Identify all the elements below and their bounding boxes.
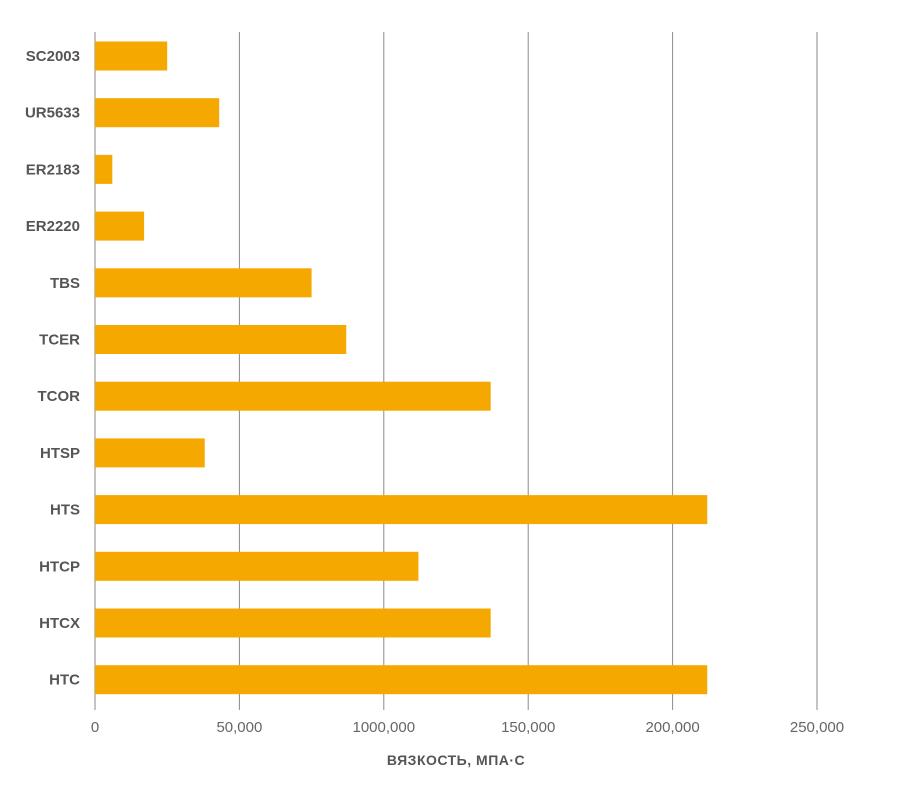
x-tick-label-5: 250,000 [790,719,844,736]
bar-er2220 [95,211,145,241]
x-tick-label-4: 200,000 [645,719,699,736]
x-axis-title: ВЯЗКОСТЬ, МПА·С [387,752,525,768]
bar-htcx [95,608,491,638]
category-label-tcor: TCOR [38,388,81,405]
bars [95,41,708,695]
bar-ur5633 [95,98,220,128]
category-label-ur5633: UR5633 [25,105,80,122]
category-label-er2183: ER2183 [26,161,80,178]
bar-tcor [95,381,491,411]
category-label-sc2003: SC2003 [26,48,80,65]
bar-er2183 [95,154,113,184]
bar-tbs [95,268,312,298]
category-label-hts: HTS [50,502,80,519]
category-label-er2220: ER2220 [26,218,80,235]
x-tick-label-1: 50,000 [216,719,262,736]
x-tick-labels: 0 50,000 1000,000 150,000 200,000 250,000 [91,719,844,736]
x-tick-label-0: 0 [91,719,99,736]
bar-htc [95,665,708,695]
category-label-htsp: HTSP [40,445,80,462]
category-label-htcp: HTCP [39,558,80,575]
x-tick-label-2: 1000,000 [353,719,416,736]
category-label-htc: HTC [49,672,80,689]
category-label-tcer: TCER [39,332,80,349]
category-label-htcx: HTCX [39,615,80,632]
category-label-tbs: TBS [50,275,80,292]
bar-htsp [95,438,205,468]
x-tick-label-3: 150,000 [501,719,555,736]
bar-sc2003 [95,41,168,71]
bar-htcp [95,551,419,581]
bar-hts [95,495,708,525]
gridlines [94,32,818,710]
bar-tcer [95,325,347,354]
category-labels: SC2003 UR5633 ER2183 ER2220 TBS TCER TCOR HTSP H… [25,48,80,689]
